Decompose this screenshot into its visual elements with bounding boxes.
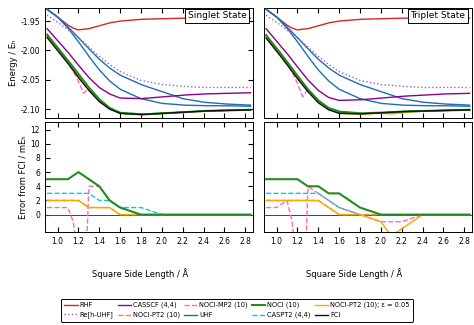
Text: Square Side Length / Å: Square Side Length / Å [306, 268, 403, 279]
Text: Singlet State: Singlet State [188, 11, 246, 20]
Legend: RHF, Re[h-UHF], CASSCF (4,4), NOCI-PT2 (10), NOCI-MP2 (10), UHF, NOCI (10), CASP: RHF, Re[h-UHF], CASSCF (4,4), NOCI-PT2 (… [61, 299, 413, 322]
Text: Triplet State: Triplet State [410, 11, 465, 20]
Y-axis label: Energy / Eₕ: Energy / Eₕ [9, 40, 18, 86]
Text: Square Side Length / Å: Square Side Length / Å [91, 268, 188, 279]
Y-axis label: Error from FCI / mEₕ: Error from FCI / mEₕ [19, 136, 28, 219]
